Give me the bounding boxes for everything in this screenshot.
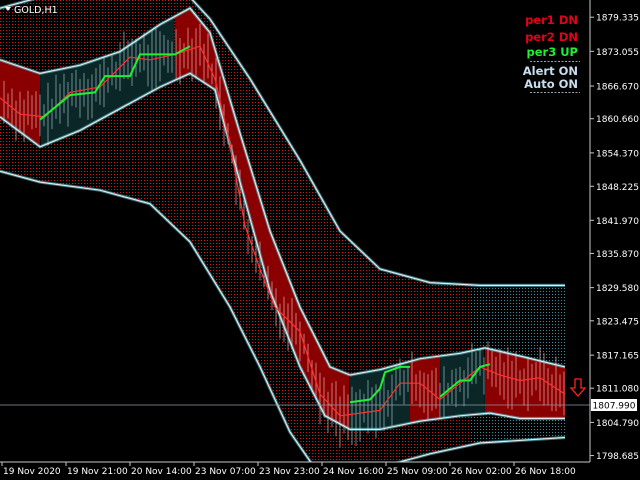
plot-area[interactable] [0, 0, 590, 478]
time-tick-label: 20 Nov 14:00 [131, 467, 192, 477]
outer-band-upper-line [0, 0, 565, 286]
trend-up-line [39, 45, 491, 404]
band-lines [0, 0, 566, 462]
inner-band-lower-line [0, 72, 565, 430]
price-tick-label: 1823.475 [596, 317, 639, 327]
zone-bear [485, 347, 565, 419]
trend-up-segment [439, 363, 491, 398]
current-price-box: 1807.990 [591, 399, 637, 412]
price-tick-label: 1804.790 [596, 419, 639, 429]
time-tick-label: 24 Nov 16:00 [323, 467, 384, 477]
status-per2-dn: per2 DN [525, 30, 578, 44]
time-tick-label: 19 Nov 2020 [3, 467, 61, 477]
price-tick-label: 1811.080 [596, 385, 639, 395]
symbol-label: GOLD,H1 [14, 5, 58, 16]
signal-arrow [569, 378, 587, 397]
price-line [0, 45, 566, 417]
status-per1-dn: per1 DN [525, 13, 578, 27]
price-tick-label: 1835.870 [596, 250, 639, 260]
time-tick-label: 23 Nov 23:00 [259, 467, 320, 477]
price-tick-label: 1798.685 [596, 452, 639, 462]
price-axis[interactable]: 1879.335 1873.055 1866.670 1860.660 1854.370… [589, 0, 639, 462]
triangle-down-icon[interactable] [5, 7, 11, 11]
time-tick-label: 23 Nov 07:00 [195, 467, 256, 477]
trend-up-segment [349, 365, 410, 404]
arrow-down-outline-shape [569, 378, 587, 397]
trend-zones [0, 8, 565, 430]
price-tick-label: 1817.165 [596, 352, 639, 362]
time-tick-label: 19 Nov 21:00 [67, 467, 128, 477]
price-tick-label: 1841.970 [596, 217, 639, 227]
outer-band-lower-line [0, 170, 566, 462]
status-auto-on: Auto ON [524, 77, 578, 91]
time-axis[interactable]: 19 Nov 2020 19 Nov 21:00 20 Nov 14:00 23 No… [0, 461, 590, 477]
inner-band-upper-line [0, 7, 566, 376]
price-tick-label: 1829.580 [596, 284, 639, 294]
time-tick-label: 25 Nov 09:00 [387, 467, 448, 477]
price-tick-label: 1854.370 [596, 149, 639, 159]
price-tick-label: 1879.335 [596, 14, 639, 24]
status-per3-up: per3 UP [527, 45, 578, 59]
zone-bull [440, 348, 485, 419]
time-tick-label: 26 Nov 02:00 [451, 467, 512, 477]
time-tick-label: 26 Nov 18:00 [515, 467, 576, 477]
toolbar-label[interactable]: GOLD,H1 [5, 5, 58, 16]
trend-up-segment [39, 45, 191, 121]
current-price-label: 1807.990 [593, 402, 636, 412]
price-tick-label: 1873.055 [596, 48, 639, 58]
zone-bull [40, 16, 175, 147]
price-tick-label: 1866.670 [596, 83, 639, 93]
zone-bear [410, 356, 440, 424]
outer-band-dots [0, 0, 470, 462]
price-tick-label: 1860.660 [596, 115, 639, 125]
current-price-badge [591, 399, 637, 411]
price-tick-label: 1848.225 [596, 183, 639, 193]
status-alert-on: Alert ON [523, 64, 578, 78]
zone-bear [175, 8, 350, 430]
